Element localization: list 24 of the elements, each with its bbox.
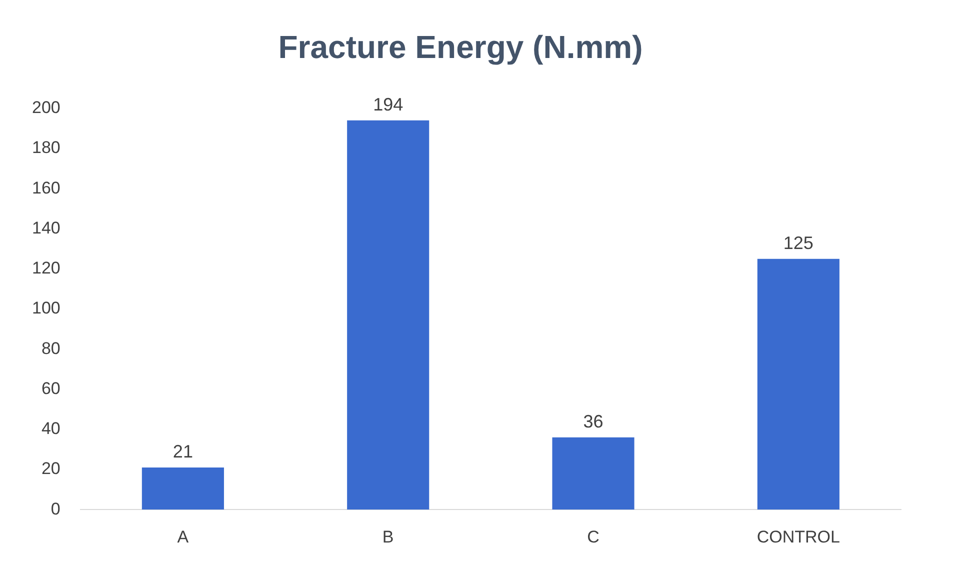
- y-tick-label: 120: [32, 258, 60, 278]
- y-tick-label: 20: [41, 459, 60, 478]
- y-tick-label: 80: [41, 338, 60, 358]
- x-tick-label: A: [177, 527, 190, 546]
- data-label: 36: [583, 411, 604, 432]
- bar: [347, 120, 430, 510]
- data-label: 125: [783, 232, 814, 253]
- y-tick-label: 40: [41, 419, 60, 438]
- y-tick-label: 200: [32, 98, 60, 118]
- bar: [552, 437, 634, 510]
- bar: [757, 258, 840, 510]
- y-tick-label: 160: [32, 178, 60, 198]
- x-tick-label: CONTROL: [756, 527, 840, 546]
- y-tick-label: 60: [41, 378, 60, 398]
- data-label: 21: [172, 441, 193, 462]
- chart-title: Fracture Energy (N.mm): [278, 29, 643, 66]
- x-tick-label: B: [382, 527, 394, 546]
- bar: [142, 467, 224, 510]
- y-tick-label: 180: [32, 138, 60, 158]
- x-tick-label: C: [587, 527, 600, 546]
- data-label: 194: [373, 94, 404, 114]
- y-tick-label: 140: [32, 218, 60, 238]
- y-tick-label: 0: [50, 499, 60, 518]
- y-tick-label: 100: [32, 298, 60, 318]
